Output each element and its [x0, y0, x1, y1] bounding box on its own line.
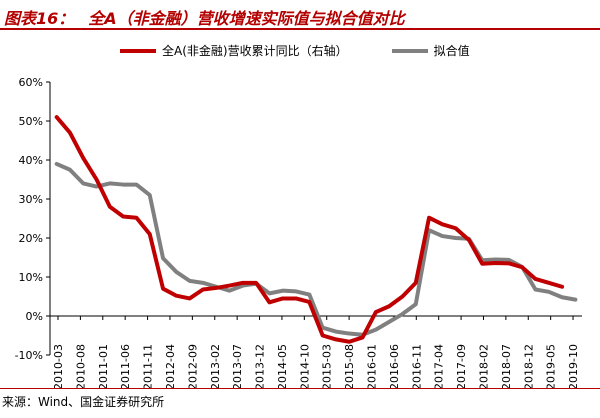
x-tick-label: 2019-05 [545, 344, 558, 388]
series-line-actual [54, 115, 565, 344]
source-text: 来源：Wind、国金证券研究所 [2, 395, 165, 409]
legend-label-actual: 全A(非金融)营收累计同比（右轴） [162, 44, 348, 58]
source-note: 来源：Wind、国金证券研究所 [0, 388, 600, 418]
x-tick-label: 2010-08 [74, 344, 87, 388]
x-tick-label: 2013-12 [254, 344, 267, 388]
chart-legend: 全A(非金融)营收累计同比（右轴） 拟合值 [120, 42, 514, 59]
figure-title: 全A（非金融）营收增速实际值与拟合值对比 [88, 9, 405, 28]
x-tick-label: 2011-01 [97, 344, 110, 388]
x-tick-label: 2012-09 [186, 344, 199, 388]
chart-title: 图表16： 全A（非金融）营收增速实际值与拟合值对比 [4, 5, 405, 29]
x-tick-label: 2018-02 [477, 344, 490, 388]
legend-item-fit: 拟合值 [391, 42, 470, 59]
x-tick-label: 2011-06 [119, 344, 132, 388]
legend-swatch-fit [391, 48, 428, 53]
chart-title-bar: 图表16： 全A（非金融）营收增速实际值与拟合值对比 [0, 0, 600, 30]
y-tick-label: 30% [19, 193, 43, 206]
x-tick-label: 2011-11 [142, 344, 155, 388]
x-tick-label: 2015-08 [343, 344, 356, 388]
legend-item-actual: 全A(非金融)营收累计同比（右轴） [120, 42, 348, 59]
x-tick-label: 2018-12 [522, 344, 535, 388]
y-tick-label: 20% [19, 232, 43, 245]
x-tick-label: 2014-10 [298, 344, 311, 388]
y-tick-label: 60% [19, 76, 43, 89]
x-tick-label: 2014-05 [276, 344, 289, 388]
y-tick-label: 50% [19, 115, 43, 128]
legend-label-fit: 拟合值 [433, 44, 470, 58]
x-tick-label: 2012-04 [164, 344, 177, 388]
y-tick-label: 40% [19, 154, 43, 167]
x-tick-label: 2016-06 [388, 344, 401, 388]
x-tick-label: 2017-09 [455, 344, 468, 388]
x-tick-label: 2010-03 [52, 344, 65, 388]
x-tick-label: 2016-01 [366, 344, 379, 388]
x-tick-label: 2013-07 [231, 344, 244, 388]
x-tick-label: 2016-11 [410, 344, 423, 388]
y-tick-label: 10% [19, 271, 43, 284]
x-tick-label: 2015-03 [321, 344, 334, 388]
y-tick-label: -10% [15, 349, 43, 362]
legend-swatch-actual [120, 48, 156, 53]
y-tick-label: 0% [26, 310, 43, 323]
x-tick-label: 2017-04 [433, 344, 446, 388]
x-tick-label: 2019-10 [567, 344, 580, 388]
series-line-fit [54, 161, 578, 337]
figure-number: 图表16： [4, 9, 75, 28]
x-tick-label: 2013-02 [209, 344, 222, 388]
line-chart: -10% 0% 10% 20% 30% 40% 50% 60% 2010-03 2010-08 20… [15, 76, 582, 388]
x-tick-label: 2018-07 [500, 344, 513, 388]
